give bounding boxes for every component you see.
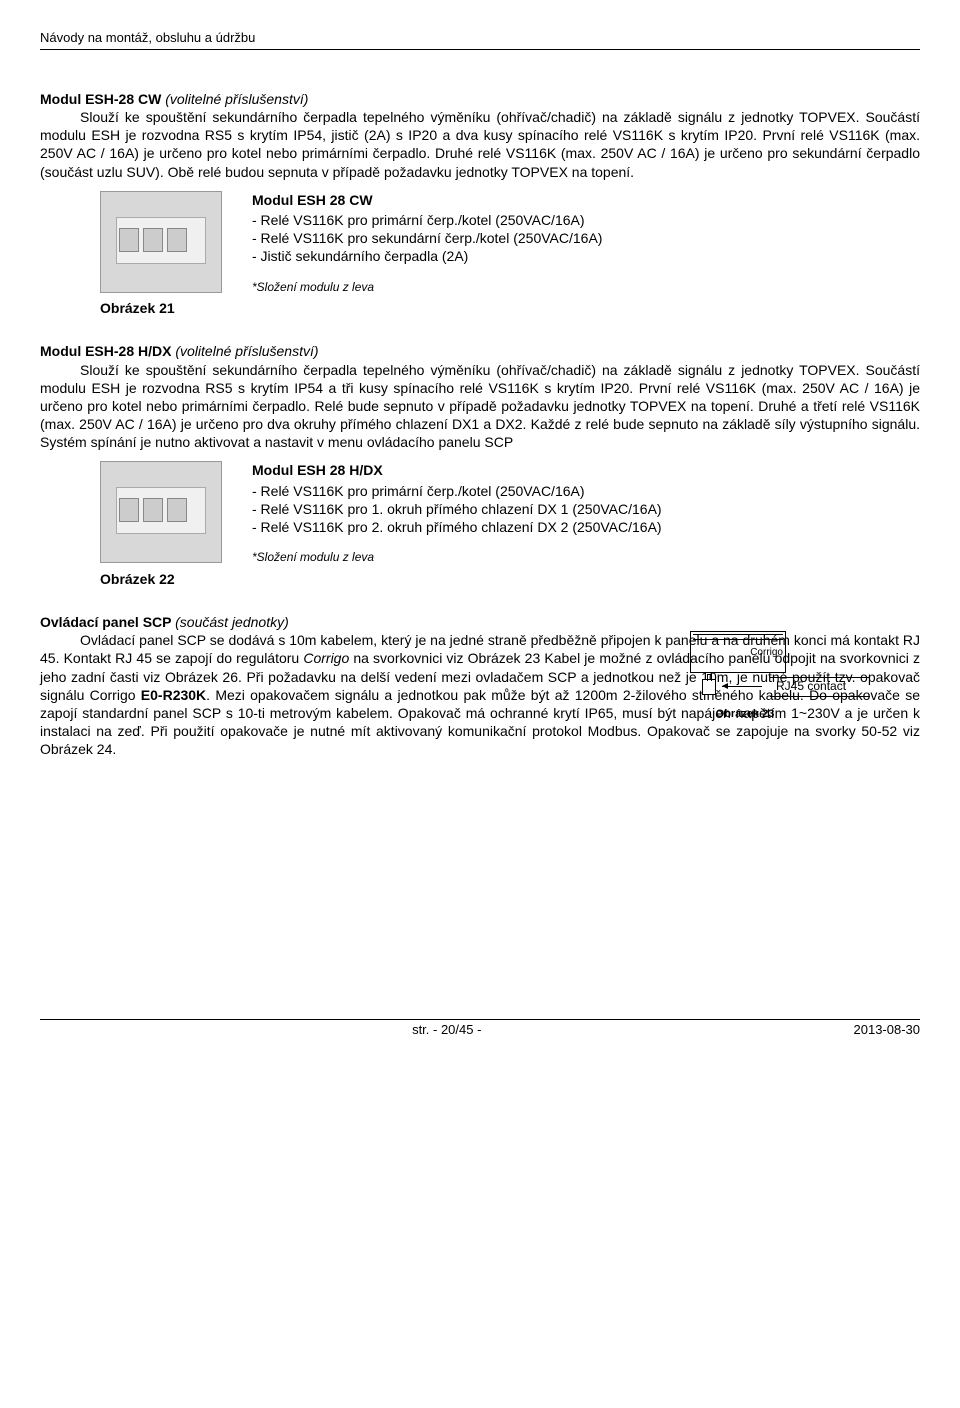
arrow-icon xyxy=(722,686,762,687)
sec1-module-title: Modul ESH 28 CW xyxy=(252,191,602,209)
footer-page: str. - 20/45 - xyxy=(412,1022,481,1039)
plug-icon xyxy=(702,679,716,695)
section-esh28-cw: Modul ESH-28 CW (volitelné příslušenství… xyxy=(40,90,920,317)
page-header: Návody na montáž, obsluhu a údržbu xyxy=(40,30,920,50)
sec2-line2: - Relé VS116K pro 1. okruh přímého chlaz… xyxy=(252,500,662,518)
page-footer: str. - 20/45 - 2013-08-30 xyxy=(40,1019,920,1039)
sec1-line3: - Jistič sekundárního čerpadla (2A) xyxy=(252,247,602,265)
rj45-label: RJ45 contact xyxy=(770,677,870,697)
sec2-module-title: Modul ESH 28 H/DX xyxy=(252,461,662,479)
scp-diagram: Corrigo RJ45 contact Obrázek 23 xyxy=(660,631,920,721)
sec3-bold: E0-R230K xyxy=(141,687,206,703)
section-esh28-hdx: Modul ESH-28 H/DX (volitelné příslušenst… xyxy=(40,342,920,588)
module-image-2 xyxy=(100,461,222,563)
sec1-para: Slouží ke spouštění sekundárního čerpadl… xyxy=(40,108,920,181)
sec3-title: Ovládací panel SCP xyxy=(40,614,175,630)
sec2-line1: - Relé VS116K pro primární čerp./kotel (… xyxy=(252,482,662,500)
sec1-line1: - Relé VS116K pro primární čerp./kotel (… xyxy=(252,211,602,229)
module-image-1 xyxy=(100,191,222,293)
figure-23-caption: Obrázek 23 xyxy=(690,707,800,721)
sec1-line2: - Relé VS116K pro sekundární čerp./kotel… xyxy=(252,229,602,247)
sec2-title: Modul ESH-28 H/DX xyxy=(40,343,175,359)
sec3-em: Corrigo xyxy=(303,650,349,666)
sec1-subtitle: (volitelné příslušenství) xyxy=(165,91,308,107)
sec2-subtitle: (volitelné příslušenství) xyxy=(175,343,318,359)
sec3-subtitle: (součást jednotky) xyxy=(175,614,289,630)
sec2-note: *Složení modulu z leva xyxy=(252,550,662,566)
figure-21-caption: Obrázek 21 xyxy=(100,299,920,317)
sec1-title: Modul ESH-28 CW xyxy=(40,91,165,107)
corrigo-label: Corrigo xyxy=(693,646,783,659)
footer-date: 2013-08-30 xyxy=(854,1022,921,1039)
sec1-note: *Složení modulu z leva xyxy=(252,280,602,296)
sec2-para: Slouží ke spouštění sekundárního čerpadl… xyxy=(40,361,920,452)
section-scp: Ovládací panel SCP (součást jednotky) Co… xyxy=(40,613,920,759)
sec2-line3: - Relé VS116K pro 2. okruh přímého chlaz… xyxy=(252,518,662,536)
figure-22-caption: Obrázek 22 xyxy=(100,570,920,588)
